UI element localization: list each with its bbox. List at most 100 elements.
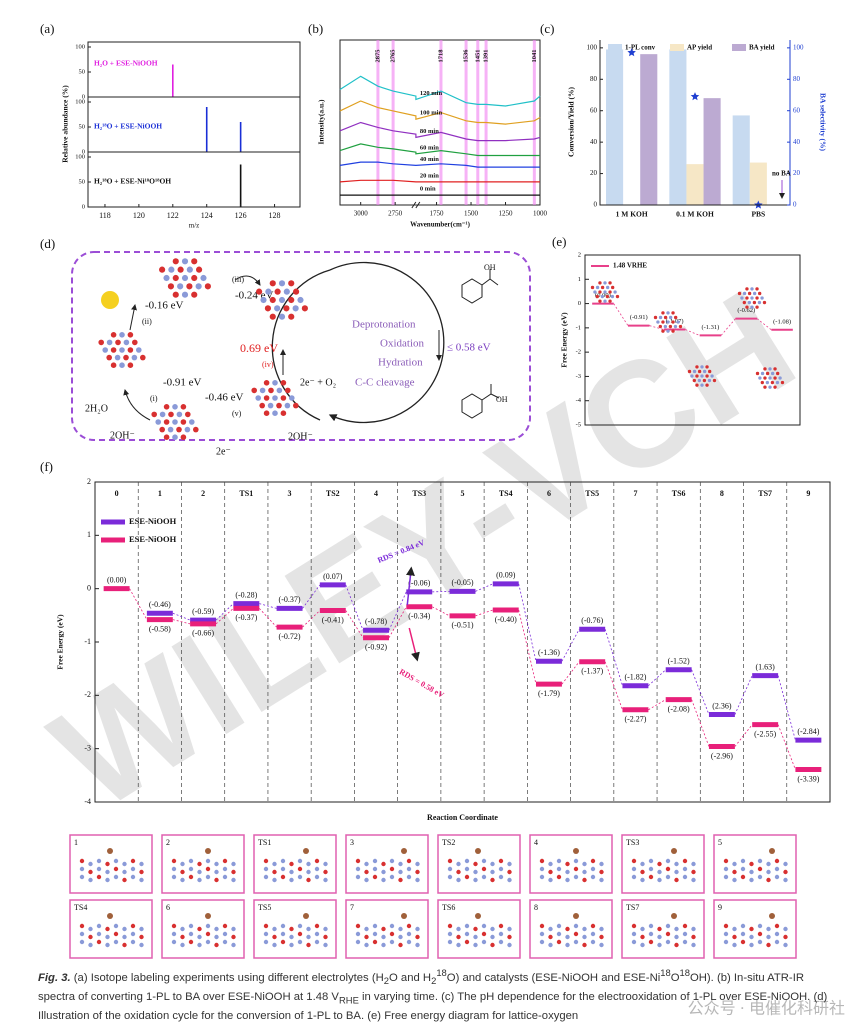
atom <box>288 313 295 320</box>
atom <box>750 287 754 291</box>
atom <box>498 923 504 929</box>
structure-label: 2 <box>166 838 170 847</box>
connector <box>756 318 772 331</box>
series-label: 0 min <box>420 186 436 193</box>
atom <box>280 866 286 872</box>
band <box>391 40 395 205</box>
connector <box>648 699 666 711</box>
connector <box>777 675 796 741</box>
atom <box>389 939 395 945</box>
atom <box>180 926 185 932</box>
atom <box>573 939 579 945</box>
atom <box>752 291 757 296</box>
atom <box>272 942 277 948</box>
legend-swatch <box>101 519 125 525</box>
atom <box>205 866 211 872</box>
atom <box>745 287 749 291</box>
atom <box>490 934 495 940</box>
atom <box>605 285 610 290</box>
atom <box>776 371 780 376</box>
atom <box>381 942 386 948</box>
connector <box>604 629 623 686</box>
atom <box>648 874 654 880</box>
atom <box>608 290 612 294</box>
y-tick-label: 0 <box>578 300 581 307</box>
atom <box>171 858 177 864</box>
series-label: 40 min <box>420 156 439 163</box>
atom <box>608 299 612 303</box>
level-label: (-0.59) <box>192 607 214 616</box>
level-label: (0.00) <box>107 575 127 584</box>
atom <box>289 877 294 883</box>
level-label: (-2.55) <box>754 729 776 738</box>
atom <box>195 283 202 290</box>
atom <box>556 874 562 880</box>
atom <box>205 939 211 945</box>
atom <box>695 383 699 387</box>
atom <box>214 869 219 875</box>
atom <box>671 320 675 324</box>
atom <box>539 931 545 937</box>
atom <box>406 923 412 929</box>
atom <box>674 934 679 940</box>
atom <box>306 877 311 883</box>
molecule <box>461 269 499 304</box>
atom <box>603 299 607 303</box>
y-tick-label: -3 <box>576 373 581 380</box>
atom <box>172 274 179 282</box>
atom <box>231 934 236 940</box>
y-tick-label: 80 <box>590 75 598 83</box>
structure-label: TS6 <box>442 903 455 912</box>
y-label: Intensity(a.u.) <box>317 99 326 145</box>
atom <box>599 869 604 875</box>
atom <box>707 378 712 383</box>
atom <box>136 347 142 353</box>
atom <box>79 923 85 929</box>
atom <box>155 419 161 425</box>
energy: 0.69 eV <box>240 341 278 355</box>
atom <box>131 354 138 361</box>
x-tick-label: 4 <box>374 489 378 498</box>
atom <box>464 939 470 945</box>
atom <box>599 926 604 932</box>
x-tick-label: 1 <box>158 489 162 498</box>
atom <box>760 371 765 376</box>
atom <box>285 387 291 394</box>
atom <box>760 380 764 385</box>
x-tick-label: 1250 <box>499 210 514 218</box>
atom <box>766 877 771 883</box>
atom <box>140 354 146 361</box>
atom <box>79 858 85 864</box>
atom <box>745 296 749 300</box>
atom <box>180 404 187 410</box>
atom <box>676 320 680 324</box>
atom <box>272 926 277 932</box>
x-tick-label: 122 <box>167 211 179 220</box>
atom <box>723 858 729 864</box>
level-label: (-0.28) <box>235 590 257 599</box>
atom <box>106 354 112 361</box>
atom <box>763 376 767 380</box>
atom <box>747 300 752 305</box>
series-label: 60 min <box>420 144 439 151</box>
atom <box>105 861 110 867</box>
atom <box>674 926 679 932</box>
atom <box>406 939 412 945</box>
atom <box>490 869 495 875</box>
atom <box>674 877 679 883</box>
atom <box>674 942 679 948</box>
atom <box>556 866 562 872</box>
level-label: (-0.46) <box>149 600 171 609</box>
y-tick-label: 20 <box>590 169 598 177</box>
caption-text: OH). (b) In-situ ATR-IR spectra of conve… <box>38 971 804 1004</box>
atom <box>590 858 596 864</box>
atom <box>389 874 395 880</box>
atom <box>666 329 670 333</box>
atom <box>682 858 688 864</box>
species: 2H₂O <box>85 403 108 414</box>
caption-sup: 18 <box>436 967 447 978</box>
atom <box>757 939 763 945</box>
atom <box>389 866 395 872</box>
atom <box>406 858 412 864</box>
level-label: (-0.05) <box>452 578 474 587</box>
